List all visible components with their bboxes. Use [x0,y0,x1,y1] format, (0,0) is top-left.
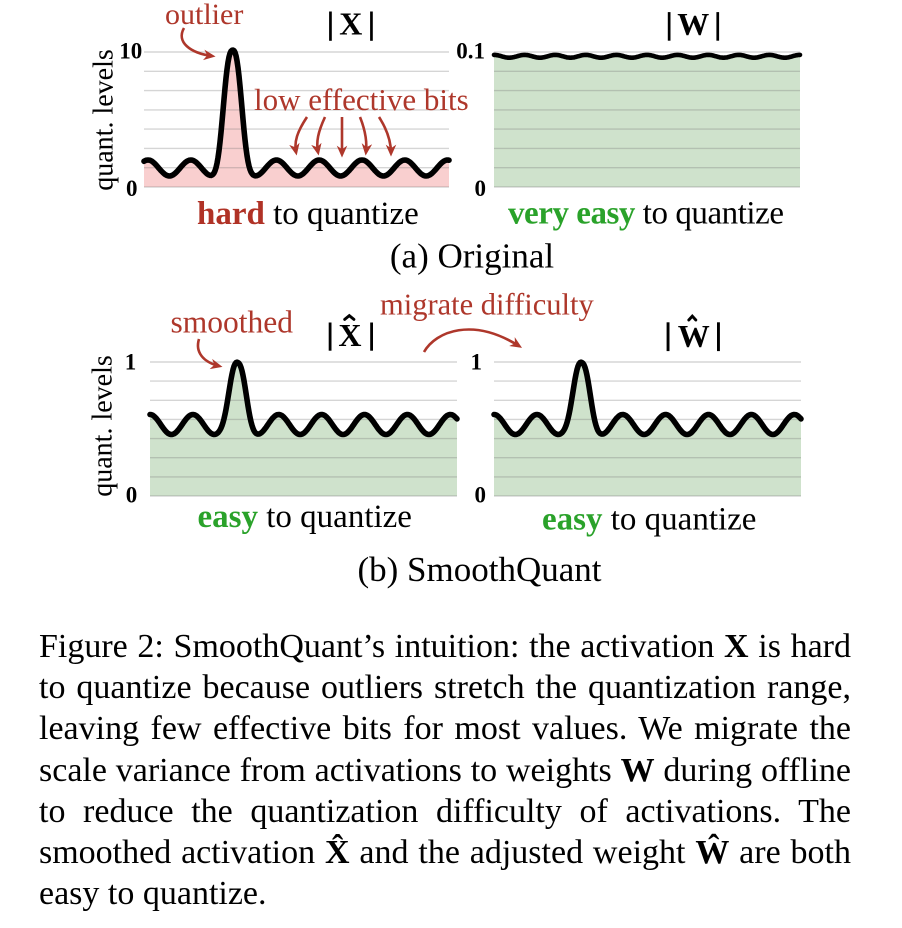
svg-text:outlier: outlier [165,0,243,31]
svg-text:W: W [677,6,709,42]
svg-text:X: X [339,5,362,41]
svg-text:10: 10 [119,38,142,63]
svg-text:0: 0 [475,483,487,508]
svg-text:0.1: 0.1 [456,38,485,63]
svg-text:very easy to quantize: very easy to quantize [508,196,784,232]
svg-text:W: W [678,318,710,354]
svg-text:quant. levels: quant. levels [89,49,120,191]
svg-text:easy to quantize: easy to quantize [542,502,756,538]
svg-text:quant. levels: quant. levels [88,355,119,497]
svg-text:0: 0 [126,176,138,201]
svg-text:(a) Original: (a) Original [390,237,555,276]
svg-text:(b) SmoothQuant: (b) SmoothQuant [357,550,601,589]
svg-text:low effective bits: low effective bits [254,82,469,117]
svg-text:migrate difficulty: migrate difficulty [380,288,594,322]
svg-text:easy to quantize: easy to quantize [198,499,412,535]
svg-text:0: 0 [475,176,487,201]
svg-text:smoothed: smoothed [171,305,294,340]
svg-text:1: 1 [471,350,483,375]
svg-text:1: 1 [125,350,137,375]
svg-text:hard to quantize: hard to quantize [197,196,419,232]
svg-text:0: 0 [126,483,138,508]
svg-text:X: X [338,317,361,353]
